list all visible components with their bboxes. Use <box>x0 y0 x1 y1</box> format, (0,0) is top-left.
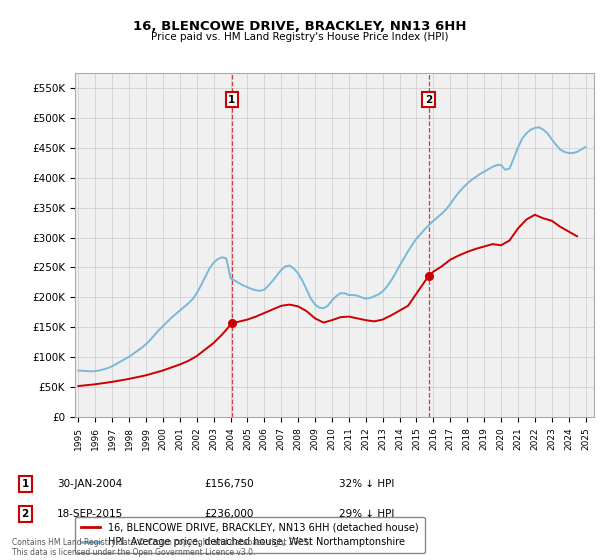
Text: 1: 1 <box>22 479 29 489</box>
Text: Contains HM Land Registry data © Crown copyright and database right 2025.
This d: Contains HM Land Registry data © Crown c… <box>12 538 311 557</box>
Text: Price paid vs. HM Land Registry's House Price Index (HPI): Price paid vs. HM Land Registry's House … <box>151 32 449 42</box>
Text: 30-JAN-2004: 30-JAN-2004 <box>57 479 122 489</box>
Text: 2: 2 <box>22 509 29 519</box>
Text: 1: 1 <box>228 95 236 105</box>
Text: 29% ↓ HPI: 29% ↓ HPI <box>339 509 394 519</box>
Text: 32% ↓ HPI: 32% ↓ HPI <box>339 479 394 489</box>
Text: £156,750: £156,750 <box>204 479 254 489</box>
Text: 2: 2 <box>425 95 432 105</box>
Text: 18-SEP-2015: 18-SEP-2015 <box>57 509 123 519</box>
Legend: 16, BLENCOWE DRIVE, BRACKLEY, NN13 6HH (detached house), HPI: Average price, det: 16, BLENCOWE DRIVE, BRACKLEY, NN13 6HH (… <box>75 517 425 553</box>
Text: £236,000: £236,000 <box>204 509 253 519</box>
Text: 16, BLENCOWE DRIVE, BRACKLEY, NN13 6HH: 16, BLENCOWE DRIVE, BRACKLEY, NN13 6HH <box>133 20 467 32</box>
